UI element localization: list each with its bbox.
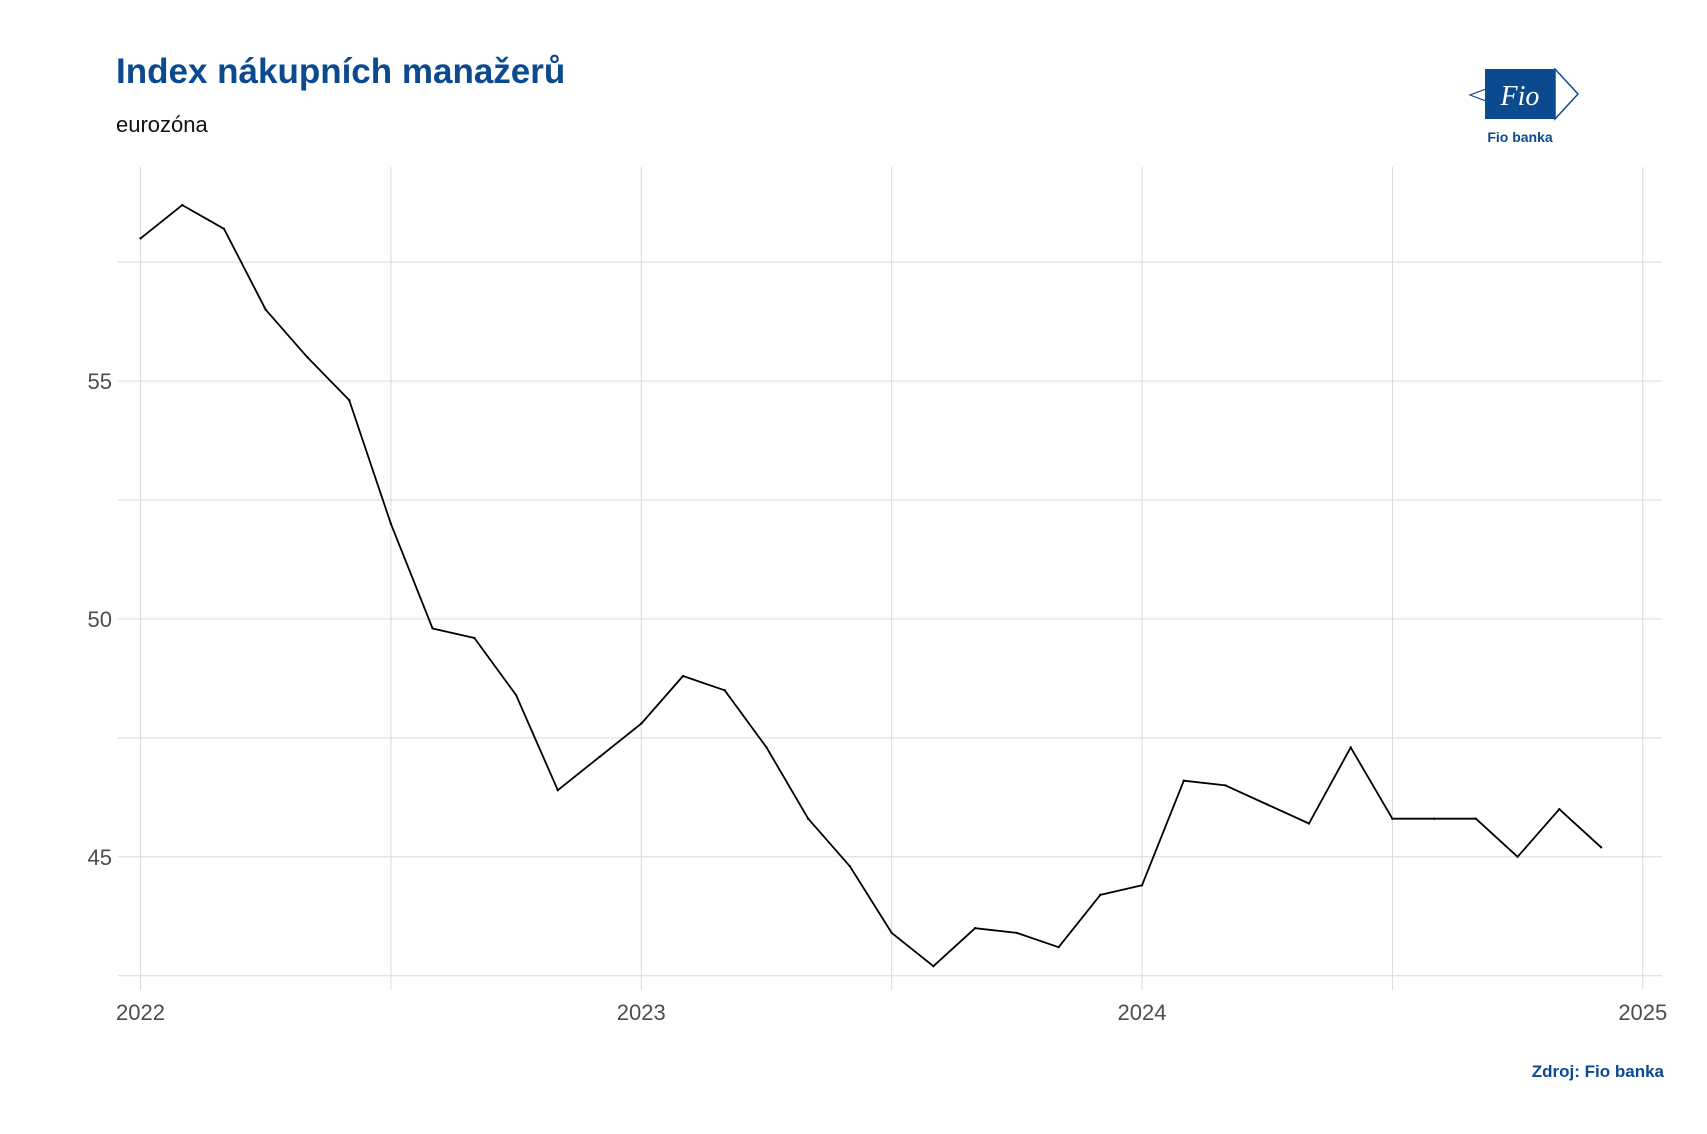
series-lines [139, 203, 1603, 968]
logo-flag [1485, 69, 1565, 119]
data-point [431, 627, 434, 630]
source-note: Zdroj: Fio banka [1531, 1062, 1664, 1081]
x-axis-labels: 2022 2023 2024 2025 [116, 1000, 1667, 1025]
data-point [1099, 893, 1102, 897]
data-point [1516, 855, 1519, 858]
x-tick-label: 2025 [1618, 1000, 1667, 1025]
data-point [1599, 846, 1603, 849]
data-point [973, 926, 977, 930]
logo-mark: Fio [1500, 81, 1540, 112]
data-point [1391, 817, 1394, 820]
data-point [264, 308, 267, 311]
logo-text: Fio banka [1487, 129, 1553, 145]
data-point [1349, 746, 1352, 749]
data-point [806, 817, 810, 820]
data-point [1474, 817, 1478, 820]
data-point [389, 522, 393, 525]
data-point [222, 227, 226, 231]
data-point [139, 237, 142, 240]
data-point [598, 755, 601, 759]
data-point [1182, 779, 1185, 782]
data-point [1432, 817, 1436, 820]
chart-subtitle: eurozóna [116, 112, 208, 137]
data-point [1015, 931, 1019, 935]
data-point [1140, 884, 1144, 887]
data-point [640, 722, 643, 725]
data-point [1057, 945, 1060, 949]
fio-banka-logo: Fio Fio banka [1468, 68, 1580, 145]
data-point [932, 965, 935, 968]
data-point [890, 931, 893, 935]
data-point [1558, 808, 1561, 811]
data-point [514, 693, 518, 697]
data-point [765, 746, 768, 749]
y-axis-labels: 45 50 55 [88, 369, 112, 870]
data-point [306, 356, 309, 359]
x-tick-label: 2024 [1118, 1000, 1167, 1025]
data-point [1224, 784, 1227, 787]
data-point [1307, 822, 1311, 825]
data-point [181, 203, 184, 207]
data-point [848, 865, 852, 868]
x-tick-label: 2022 [116, 1000, 165, 1025]
logo-flag-tip [1554, 68, 1580, 121]
y-tick-label: 45 [88, 845, 112, 870]
data-point [556, 788, 560, 792]
series-line [139, 204, 1602, 968]
x-tick-label: 2023 [617, 1000, 666, 1025]
y-tick-label: 55 [88, 369, 112, 394]
grid-lines [118, 167, 1662, 990]
data-point [723, 689, 726, 692]
data-point [347, 398, 351, 402]
data-point [681, 674, 685, 678]
data-point [473, 636, 476, 640]
chart-title: Index nákupních manažerů [116, 52, 566, 91]
y-tick-label: 50 [88, 607, 112, 632]
data-point [1266, 803, 1269, 806]
